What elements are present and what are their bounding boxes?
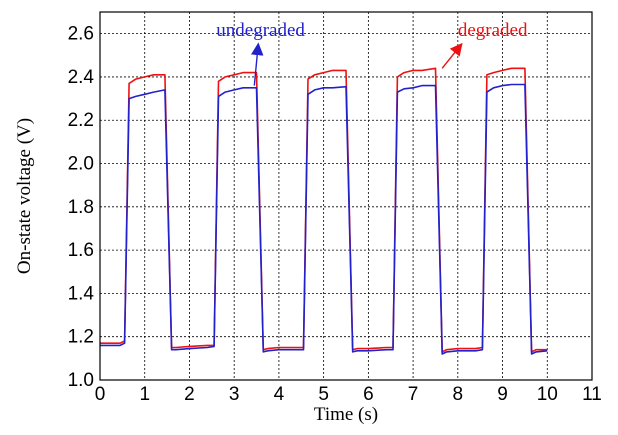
y-tick-label: 1.6 [68, 240, 94, 261]
y-tick-label: 2.6 [68, 24, 94, 45]
series-line-degraded [100, 67, 548, 353]
annotation-degraded: degraded [458, 20, 528, 41]
y-tick-label: 1.0 [68, 370, 94, 391]
x-tick-label: 4 [274, 384, 285, 405]
x-tick-label: 5 [318, 384, 329, 405]
y-tick-label: 2.4 [68, 67, 95, 88]
x-tick-label: 1 [139, 384, 150, 405]
x-tick-labels: 0 1 2 3 4 5 6 7 8 9 10 11 [95, 384, 602, 405]
x-tick-label: 3 [229, 384, 240, 405]
y-axis-label: On-state voltage (V) [14, 118, 35, 274]
x-tick-label: 8 [453, 384, 464, 405]
y-tick-label: 1.8 [68, 197, 94, 218]
y-tick-labels: 1.0 1.2 1.4 1.6 1.8 2.0 2.2 2.4 2.6 [68, 24, 95, 391]
x-tick-label: 0 [95, 384, 106, 405]
x-tick-label: 2 [184, 384, 195, 405]
x-tick-label: 11 [582, 384, 602, 405]
y-tick-label: 1.2 [68, 327, 94, 348]
y-tick-label: 2.0 [68, 154, 94, 175]
annotation-arrow-degraded [441, 42, 463, 69]
x-tick-label: 6 [363, 384, 374, 405]
x-axis-label: Time (s) [314, 404, 378, 425]
x-tick-label: 10 [537, 384, 558, 405]
x-tick-label: 7 [408, 384, 419, 405]
y-tick-label: 1.4 [68, 283, 95, 304]
grid [100, 12, 592, 380]
annotations: undegraded degraded [216, 20, 528, 86]
series-group [100, 67, 548, 355]
y-tick-label: 2.2 [68, 110, 94, 131]
x-tick-label: 9 [497, 384, 508, 405]
annotation-undegraded: undegraded [216, 20, 305, 41]
annotation-arrow-undegraded [250, 42, 264, 86]
series-line-undegraded [100, 83, 548, 355]
plot-frame [99, 11, 593, 381]
